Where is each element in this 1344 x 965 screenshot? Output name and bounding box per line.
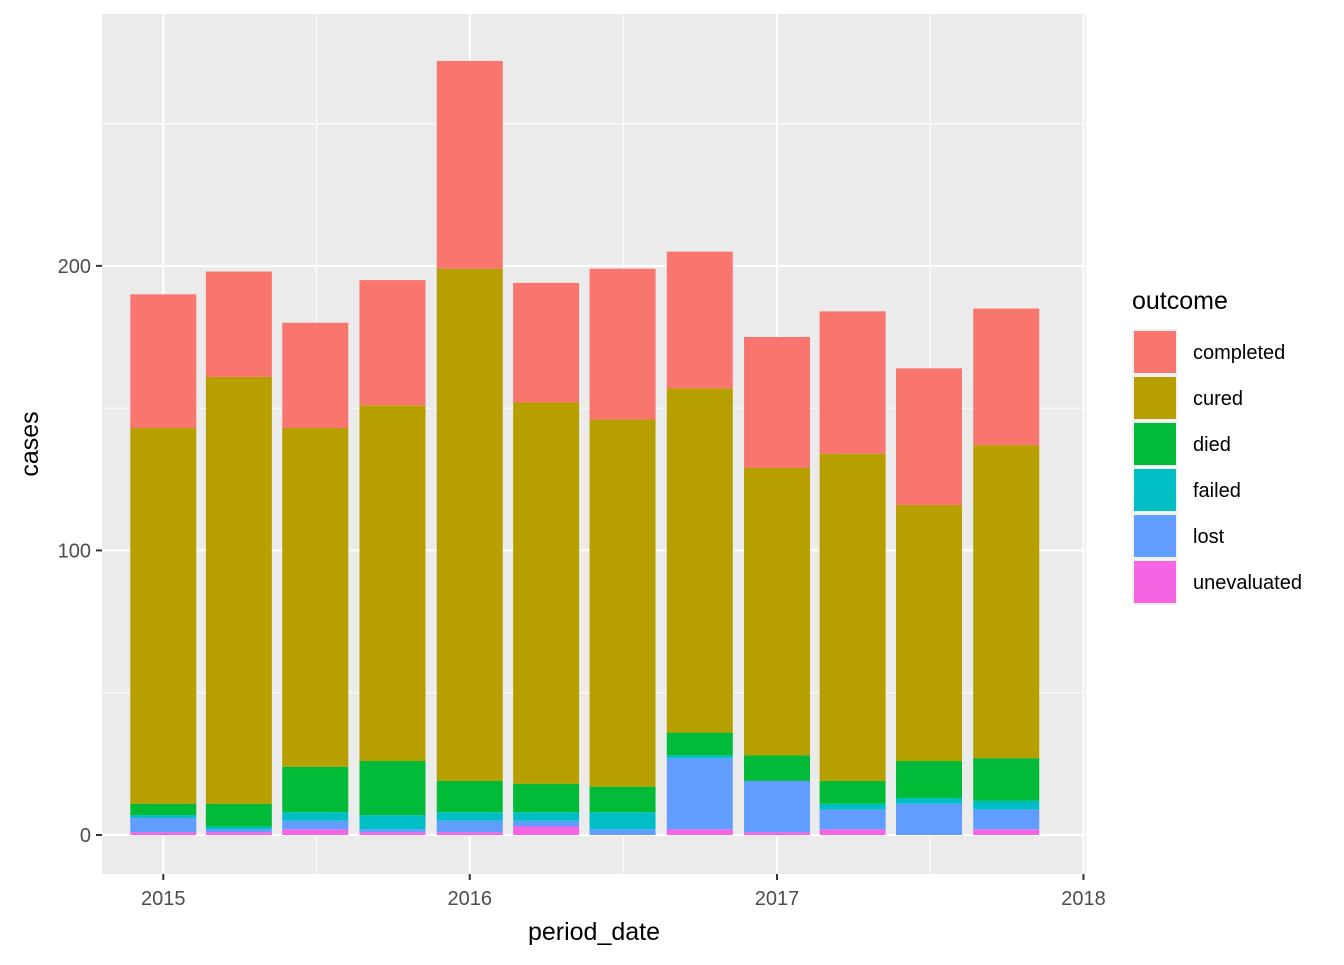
bar-unevaluated [282,829,349,836]
bar-died [744,755,811,781]
bar-completed [513,282,580,403]
bar-died [819,780,886,804]
bar-completed [282,322,349,429]
bar-unevaluated [205,832,272,836]
bar-lost [130,817,197,833]
bar-died [359,761,426,816]
bar-unevaluated [666,829,733,836]
bar-completed [666,251,733,389]
bar-died [513,783,580,813]
bar-lost [436,820,503,833]
bar-cured [589,419,656,787]
bar-cured [359,405,426,762]
bar-unevaluated [436,832,503,836]
legend-swatch-cured [1134,377,1176,419]
bar-failed [895,798,962,804]
bar-failed [359,815,426,830]
bar-died [973,758,1040,801]
legend-label-completed: completed [1193,342,1285,364]
y-tick-label: 0 [80,825,91,847]
bar-failed [205,826,272,830]
bar-completed [589,268,656,420]
bar-cured [436,268,503,781]
bar-unevaluated [513,826,580,836]
bar-completed [895,368,962,505]
bar-lost [205,829,272,833]
bar-unevaluated [359,832,426,836]
bar-cured [205,376,272,804]
bar-lost [819,809,886,830]
bar-completed [205,271,272,377]
bar-cured [666,388,733,733]
bar-lost [895,803,962,836]
bar-lost [359,829,426,833]
bar-completed [436,60,503,269]
bar-failed [513,812,580,821]
x-tick-label: 2016 [447,888,492,910]
x-axis-title: period_date [528,918,660,946]
bar-cured [973,445,1040,759]
bar-cured [819,453,886,781]
y-axis-title: cases [16,411,44,476]
bar-failed [282,812,349,821]
legend-swatch-unevaluated [1134,561,1176,603]
legend-title: outcome [1132,287,1228,315]
bar-completed [130,294,197,429]
bar-cured [895,504,962,762]
bar-lost [513,820,580,827]
bar-cured [282,428,349,767]
x-axis: 2015 2016 2017 2018 [141,874,1106,910]
legend-swatch-failed [1134,469,1176,511]
x-tick-label: 2015 [141,888,186,910]
x-tick-label: 2017 [755,888,800,910]
bars [130,60,1040,836]
bar-died [895,761,962,799]
legend-swatch-died [1134,423,1176,465]
bar-died [589,786,656,813]
legend-label-died: died [1193,434,1231,456]
legend-swatch-lost [1134,515,1176,557]
bar-failed [819,803,886,810]
bar-failed [666,755,733,759]
bar-failed [589,812,656,830]
legend: outcome completed cured died failed lost unev… [1132,287,1302,605]
bar-died [436,780,503,813]
bar-lost [282,820,349,830]
bar-lost [589,829,656,836]
y-tick-label: 200 [58,256,91,278]
bar-unevaluated [819,829,886,836]
x-tick-label: 2018 [1061,888,1106,910]
legend-swatch-completed [1134,331,1176,373]
y-tick-label: 100 [58,540,91,562]
bar-unevaluated [130,832,197,836]
bar-died [666,732,733,756]
legend-label-lost: lost [1193,526,1225,548]
bar-died [205,803,272,827]
bar-cured [513,402,580,784]
bar-completed [973,308,1040,446]
bar-lost [973,809,1040,830]
bar-lost [666,758,733,830]
bar-cured [130,428,197,804]
bar-completed [819,311,886,454]
bar-failed [436,812,503,821]
bar-failed [973,800,1040,810]
bar-failed [130,815,197,818]
legend-label-unevaluated: unevaluated [1193,572,1302,594]
bar-died [282,766,349,813]
bar-completed [359,280,426,406]
bar-lost [744,780,811,833]
y-axis: 0 100 200 [58,256,102,847]
legend-label-cured: cured [1193,388,1243,410]
bar-completed [744,336,811,468]
bar-unevaluated [973,829,1040,836]
bar-died [130,803,197,816]
legend-label-failed: failed [1193,480,1241,502]
bar-cured [744,467,811,756]
bar-unevaluated [744,832,811,836]
